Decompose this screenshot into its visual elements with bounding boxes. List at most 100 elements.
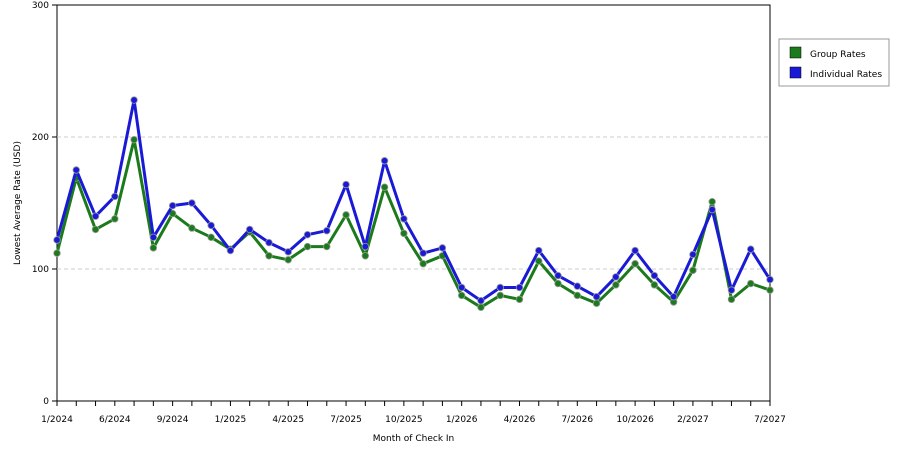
data-point bbox=[496, 283, 504, 292]
x-tick-label: 9/2024 bbox=[157, 415, 189, 425]
legend-swatch-individual bbox=[789, 66, 802, 79]
axes bbox=[52, 4, 771, 406]
data-point bbox=[188, 224, 196, 232]
y-tick-label: 0 bbox=[43, 397, 49, 407]
data-point bbox=[400, 229, 408, 238]
x-tick-label: 4/2025 bbox=[272, 415, 304, 425]
data-point bbox=[650, 271, 659, 280]
series-lines bbox=[53, 96, 774, 311]
x-axis-title: Month of Check In bbox=[373, 434, 455, 444]
x-tick-label: 1/2024 bbox=[41, 415, 73, 425]
data-point bbox=[149, 233, 158, 242]
data-point bbox=[419, 249, 427, 257]
y-tick-label: 300 bbox=[32, 1, 49, 11]
data-point bbox=[708, 205, 716, 214]
data-point bbox=[361, 252, 370, 260]
x-tick-label: 6/2024 bbox=[99, 415, 131, 425]
data-point bbox=[265, 238, 273, 247]
x-tick-label: 7/2027 bbox=[754, 415, 786, 425]
data-point bbox=[342, 211, 350, 219]
data-point bbox=[149, 244, 158, 252]
data-point bbox=[91, 212, 100, 220]
data-point bbox=[323, 227, 331, 235]
x-tick-label: 1/2025 bbox=[215, 415, 247, 425]
tick-labels: 0 100 200 300 1/2024 6/2024 9/2024 1/2025 4/2025… bbox=[32, 1, 786, 425]
x-tick-label: 2/2027 bbox=[677, 415, 709, 425]
data-point bbox=[708, 197, 716, 206]
data-point bbox=[457, 291, 466, 300]
data-point bbox=[650, 281, 659, 289]
data-point bbox=[188, 199, 196, 207]
plot-area bbox=[56, 4, 771, 402]
x-tick-label: 10/2026 bbox=[616, 415, 654, 425]
data-point bbox=[53, 249, 61, 257]
data-point bbox=[631, 246, 639, 255]
series-line bbox=[55, 138, 771, 309]
data-point bbox=[380, 183, 389, 191]
data-point bbox=[515, 283, 524, 292]
x-tick-label: 1/2026 bbox=[446, 415, 478, 425]
data-point bbox=[400, 215, 408, 223]
x-tick-label: 7/2025 bbox=[330, 415, 362, 425]
legend: Group Rates Individual Rates bbox=[778, 38, 890, 87]
data-point bbox=[111, 215, 119, 223]
series-individual-rates bbox=[53, 96, 774, 305]
data-point bbox=[53, 236, 61, 244]
data-point bbox=[246, 225, 254, 234]
y-tick-label: 200 bbox=[32, 133, 49, 143]
data-point bbox=[130, 96, 138, 104]
data-point bbox=[72, 166, 80, 174]
data-point bbox=[766, 275, 774, 284]
data-point bbox=[477, 296, 485, 305]
legend-label-group: Group Rates bbox=[810, 50, 866, 60]
y-axis-title: Lowest Average Rate (USD) bbox=[13, 141, 23, 265]
data-point bbox=[515, 295, 524, 304]
data-point bbox=[689, 250, 697, 259]
data-point bbox=[91, 225, 100, 234]
data-point bbox=[535, 246, 543, 255]
data-point bbox=[111, 192, 119, 201]
data-point bbox=[207, 221, 215, 230]
data-point bbox=[207, 233, 215, 242]
data-point bbox=[535, 257, 543, 265]
data-point bbox=[592, 293, 601, 301]
data-point bbox=[554, 279, 562, 288]
data-point bbox=[303, 230, 312, 239]
data-point bbox=[380, 157, 389, 165]
legend-label-individual: Individual Rates bbox=[810, 70, 882, 80]
data-point bbox=[265, 252, 273, 260]
data-point bbox=[592, 299, 601, 308]
data-point bbox=[554, 271, 562, 280]
data-point bbox=[419, 260, 427, 268]
data-point bbox=[361, 242, 370, 251]
legend-swatch-group bbox=[789, 46, 802, 59]
data-point bbox=[727, 295, 736, 304]
data-point bbox=[226, 246, 235, 255]
x-tick-label: 7/2026 bbox=[561, 415, 593, 425]
data-point bbox=[747, 245, 755, 253]
data-point bbox=[342, 180, 350, 189]
data-point bbox=[612, 281, 620, 289]
data-point bbox=[303, 242, 312, 251]
data-point bbox=[612, 273, 620, 281]
data-point bbox=[168, 201, 177, 210]
y-tick-label: 100 bbox=[32, 265, 49, 275]
x-tick-label: 10/2025 bbox=[385, 415, 422, 425]
data-point bbox=[477, 303, 485, 311]
data-point bbox=[689, 266, 697, 275]
series-group-rates bbox=[53, 135, 774, 311]
data-point bbox=[323, 242, 331, 251]
data-point bbox=[457, 283, 466, 292]
data-point bbox=[573, 282, 581, 290]
data-point bbox=[727, 286, 736, 294]
data-point bbox=[631, 260, 639, 268]
data-point bbox=[496, 291, 504, 300]
data-point bbox=[573, 291, 581, 300]
x-tick-label: 4/2026 bbox=[504, 415, 536, 425]
data-point bbox=[438, 244, 447, 252]
data-point bbox=[284, 256, 292, 264]
data-point bbox=[766, 286, 774, 294]
data-point bbox=[747, 279, 755, 288]
data-point bbox=[284, 248, 292, 256]
